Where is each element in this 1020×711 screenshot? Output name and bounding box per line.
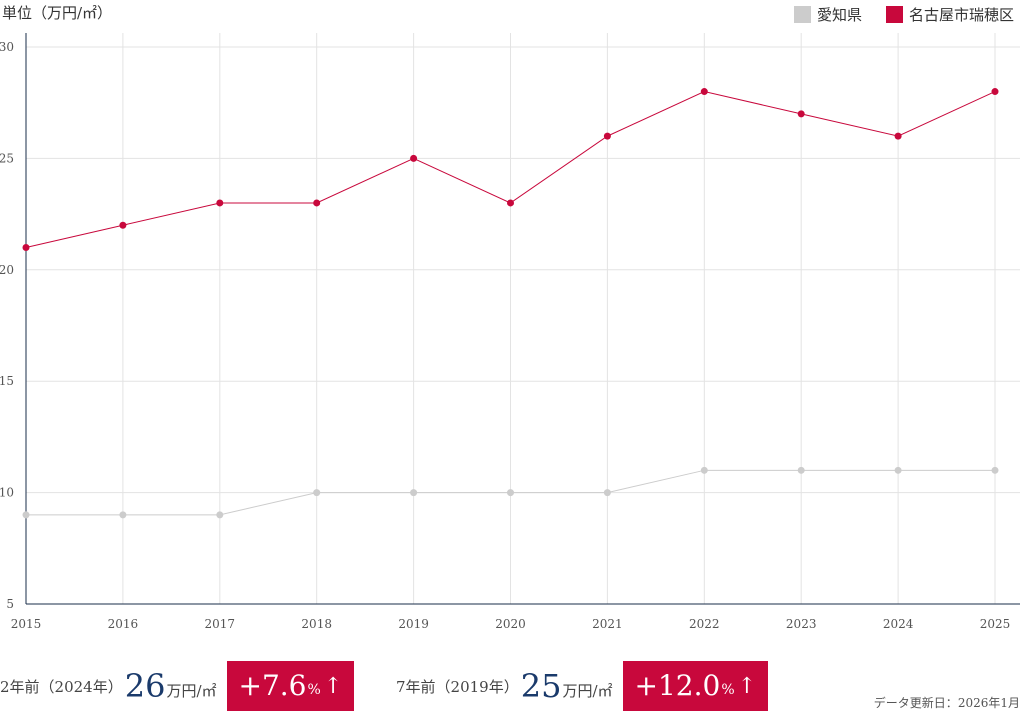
arrow-up-icon: ↑ [737,673,757,699]
data-point [313,489,321,497]
data-point [603,489,611,497]
data-point [216,511,224,519]
x-tick-label: 2020 [495,617,526,631]
change-badge: +7.6 % ↑ [226,661,355,711]
legend-swatch [886,6,903,23]
updated-value: 2026年1月 [957,696,1020,710]
data-point [700,466,708,474]
series-layer [22,88,999,519]
stat-label: 2年前（2024年） [0,677,123,696]
series-mizuho-ward [22,88,999,252]
arrow-up-icon: ↑ [323,673,343,699]
change-percent-sign: % [721,682,735,698]
stat-7-years-ago: 7年前（2019年） 25 万円/㎡ +12.0 % ↑ [396,661,769,711]
updated-label: データ更新日： [873,696,958,710]
y-tick-label: 15 [0,374,14,388]
data-point [894,132,902,140]
axes [25,33,1020,605]
y-tick-label: 5 [6,597,14,611]
y-axis-unit-label: 単位（万円/㎡） [2,4,112,22]
x-tick-label: 2015 [11,617,42,631]
data-point [216,199,224,207]
legend-swatch [794,6,811,23]
data-point [22,244,30,252]
x-tick-label: 2017 [205,617,236,631]
x-tick-label: 2021 [592,617,623,631]
stat-unit: 万円/㎡ [562,681,613,700]
data-point [991,88,999,96]
stat-value: 25 [520,667,562,705]
legend[interactable]: 愛知県 名古屋市瑞穂区 [794,6,1014,24]
x-tick-label: 2016 [108,617,139,631]
legend-label: 愛知県 [817,6,862,24]
data-point [894,466,902,474]
data-point [410,154,418,162]
x-tick-label: 2018 [301,617,332,631]
y-tick-label: 10 [0,486,14,500]
stat-label: 7年前（2019年） [396,677,519,696]
change-badge: +12.0 % ↑ [622,661,769,711]
data-point [507,199,514,207]
x-tick-label: 2024 [883,617,914,631]
data-point [507,489,514,497]
data-point [603,132,611,140]
stat-unit: 万円/㎡ [166,681,217,700]
y-tick-label: 25 [0,151,14,165]
data-updated-date: データ更新日：2026年1月 [874,694,1020,711]
legend-item[interactable]: 愛知県 [794,6,862,24]
data-point [119,221,127,229]
x-tick-label: 2019 [398,617,429,631]
data-point [700,88,708,96]
stat-value: 26 [124,667,166,705]
x-tick-label: 2025 [980,617,1011,631]
data-point [22,511,30,519]
y-tick-label: 30 [0,40,14,54]
x-tick-label: 2022 [689,617,720,631]
y-tick-label: 20 [0,263,14,277]
change-value: +7.6 [238,669,307,702]
change-value: +12.0 [634,669,721,702]
series-aichi-prefecture [22,466,999,519]
stat-2-years-ago: 2年前（2024年） 26 万円/㎡ +7.6 % ↑ [0,661,355,711]
data-point [991,466,999,474]
legend-item[interactable]: 名古屋市瑞穂区 [886,6,1014,24]
legend-label: 名古屋市瑞穂区 [909,6,1014,24]
data-point [797,110,805,118]
stats-bar: 2年前（2024年） 26 万円/㎡ +7.6 % ↑ 7年前（2019年） 2… [0,661,1020,711]
data-point [313,199,321,207]
data-point [797,466,805,474]
change-percent-sign: % [307,682,321,698]
data-point [119,511,127,519]
grid-lines [26,33,1020,604]
data-point [410,489,418,497]
x-tick-label: 2023 [786,617,817,631]
